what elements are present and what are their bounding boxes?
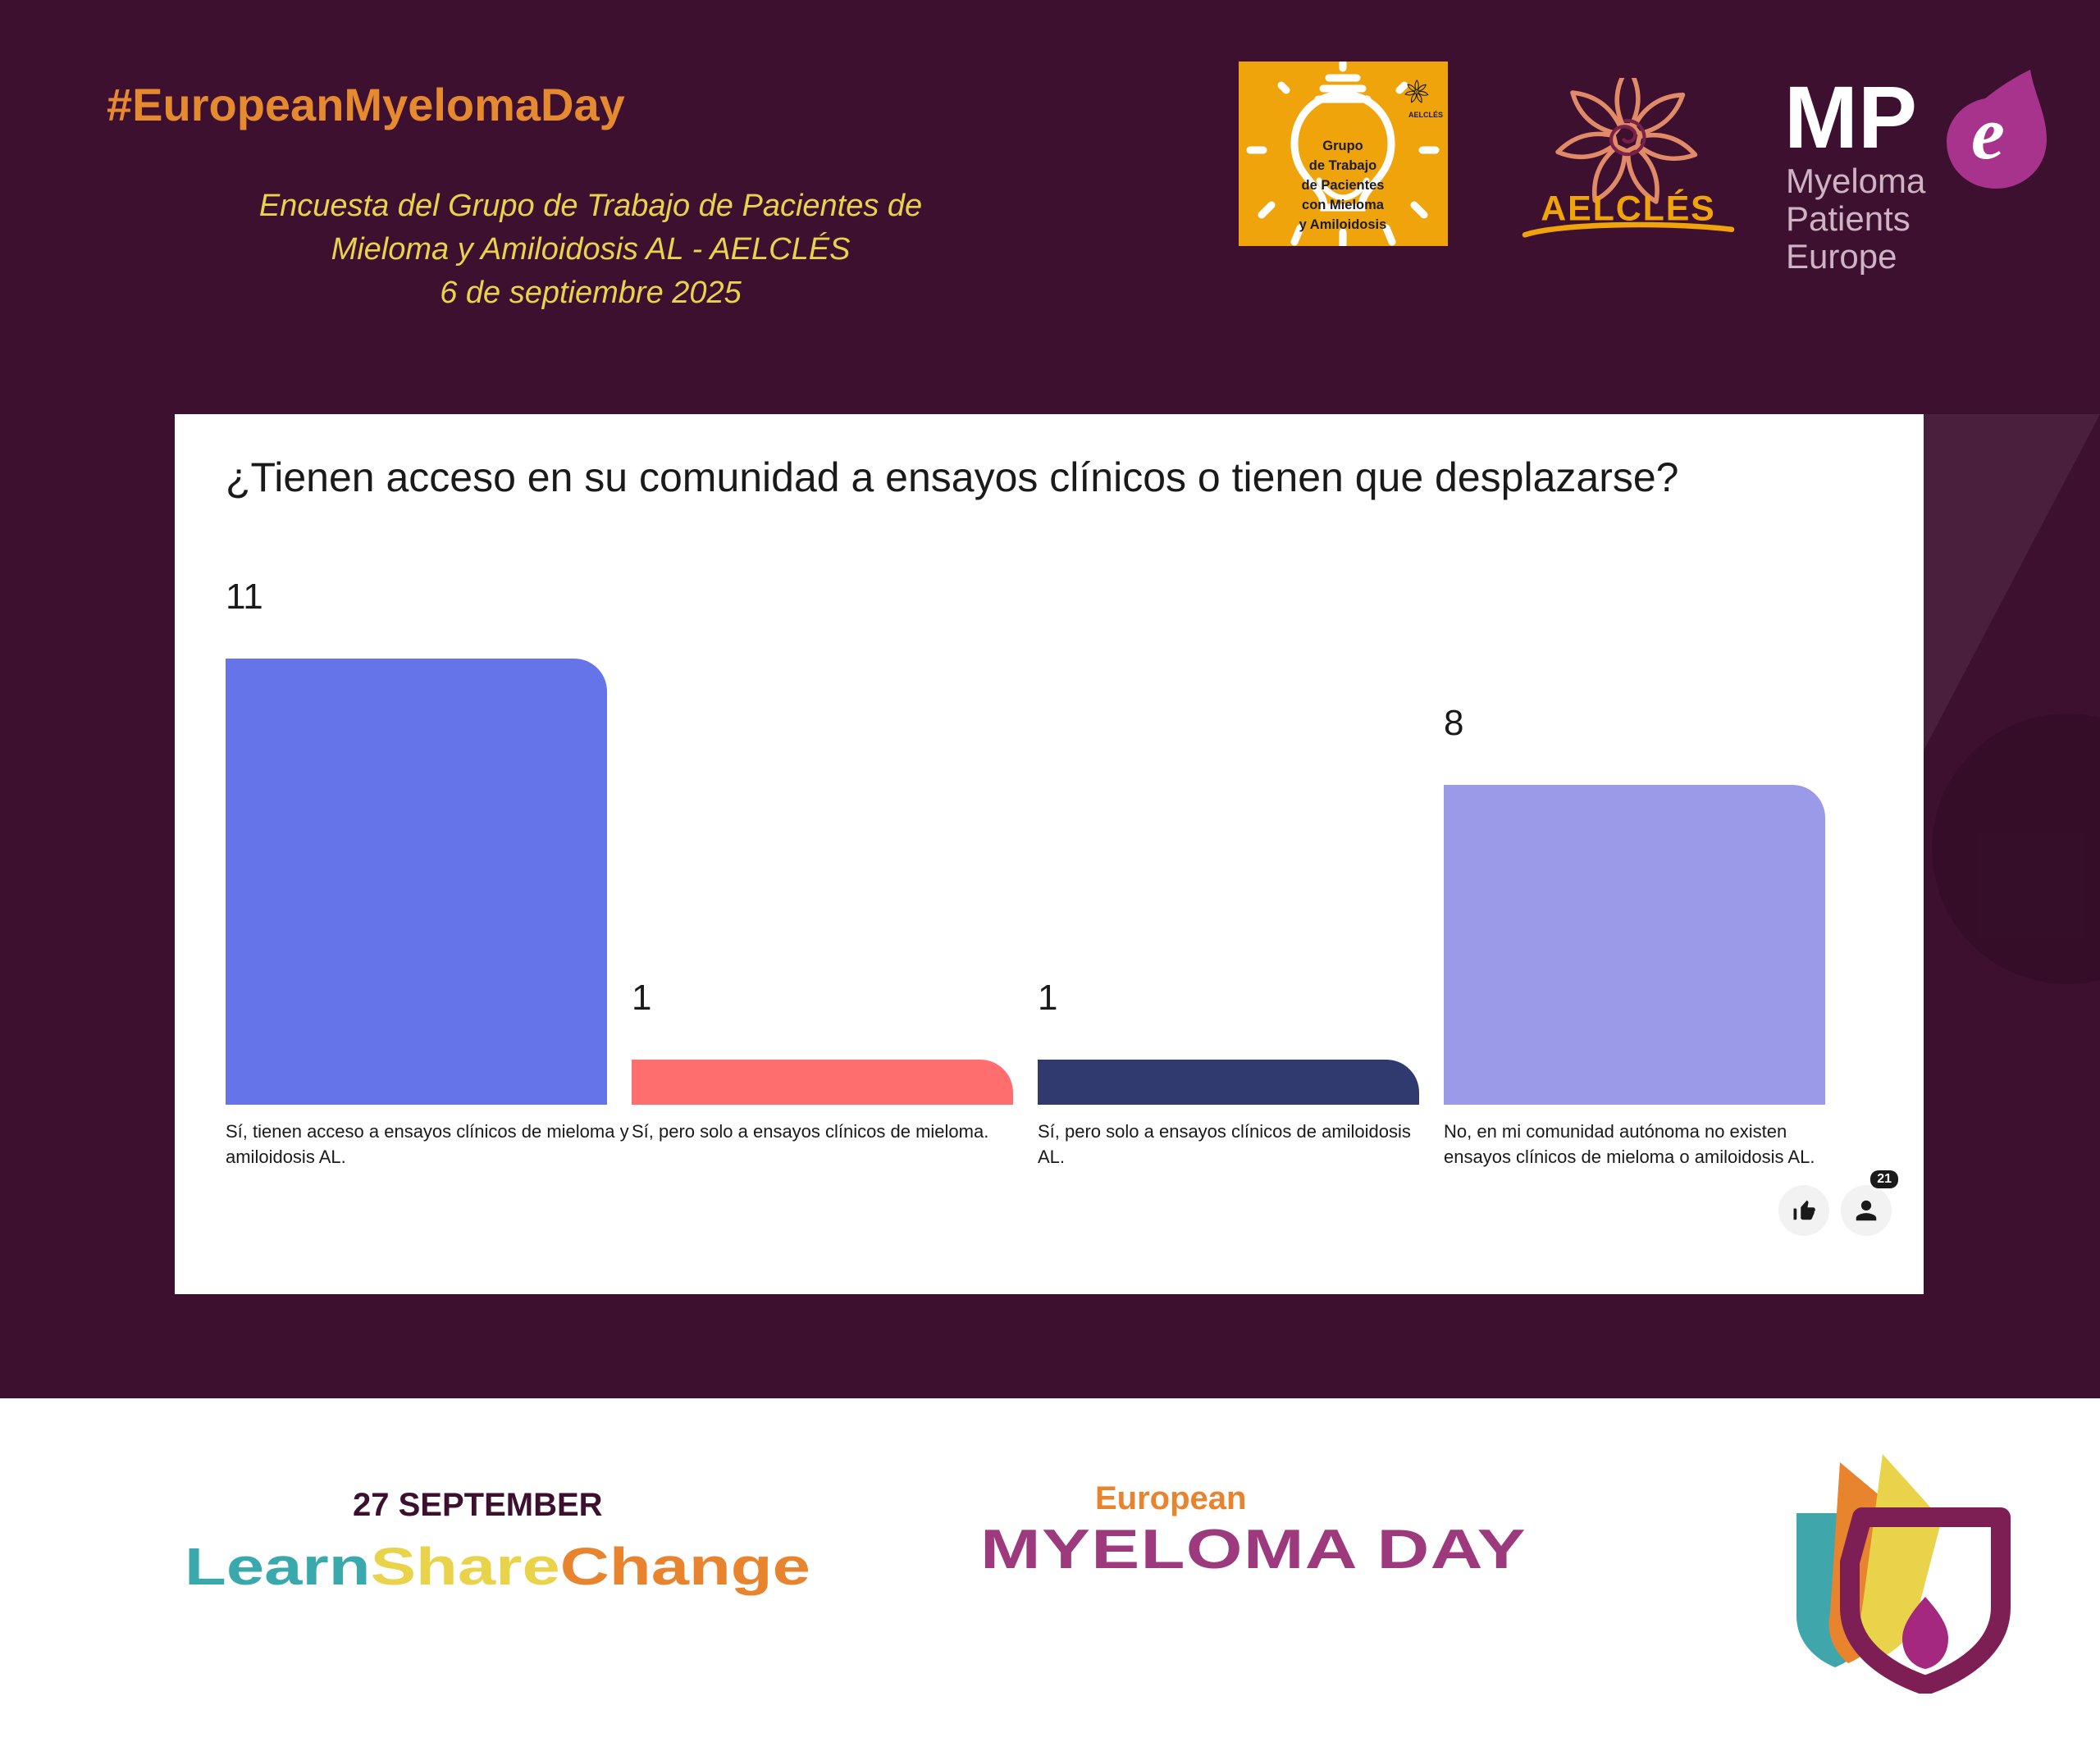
svg-text:e: e bbox=[1971, 91, 2005, 175]
svg-text:de Trabajo: de Trabajo bbox=[1309, 158, 1377, 173]
svg-text:Myeloma: Myeloma bbox=[1786, 162, 1926, 200]
svg-text:AELCLÉS: AELCLÉS bbox=[1408, 111, 1443, 119]
svg-text:Patients: Patients bbox=[1786, 199, 1911, 238]
svg-text:con Mieloma: con Mieloma bbox=[1302, 198, 1385, 212]
svg-text:de Pacientes: de Pacientes bbox=[1302, 178, 1385, 193]
svg-text:Grupo: Grupo bbox=[1322, 139, 1363, 153]
svg-text:y Amiloidosis: y Amiloidosis bbox=[1299, 217, 1387, 232]
svg-text:MP: MP bbox=[1784, 70, 1917, 166]
svg-text:Europe: Europe bbox=[1786, 237, 1897, 275]
